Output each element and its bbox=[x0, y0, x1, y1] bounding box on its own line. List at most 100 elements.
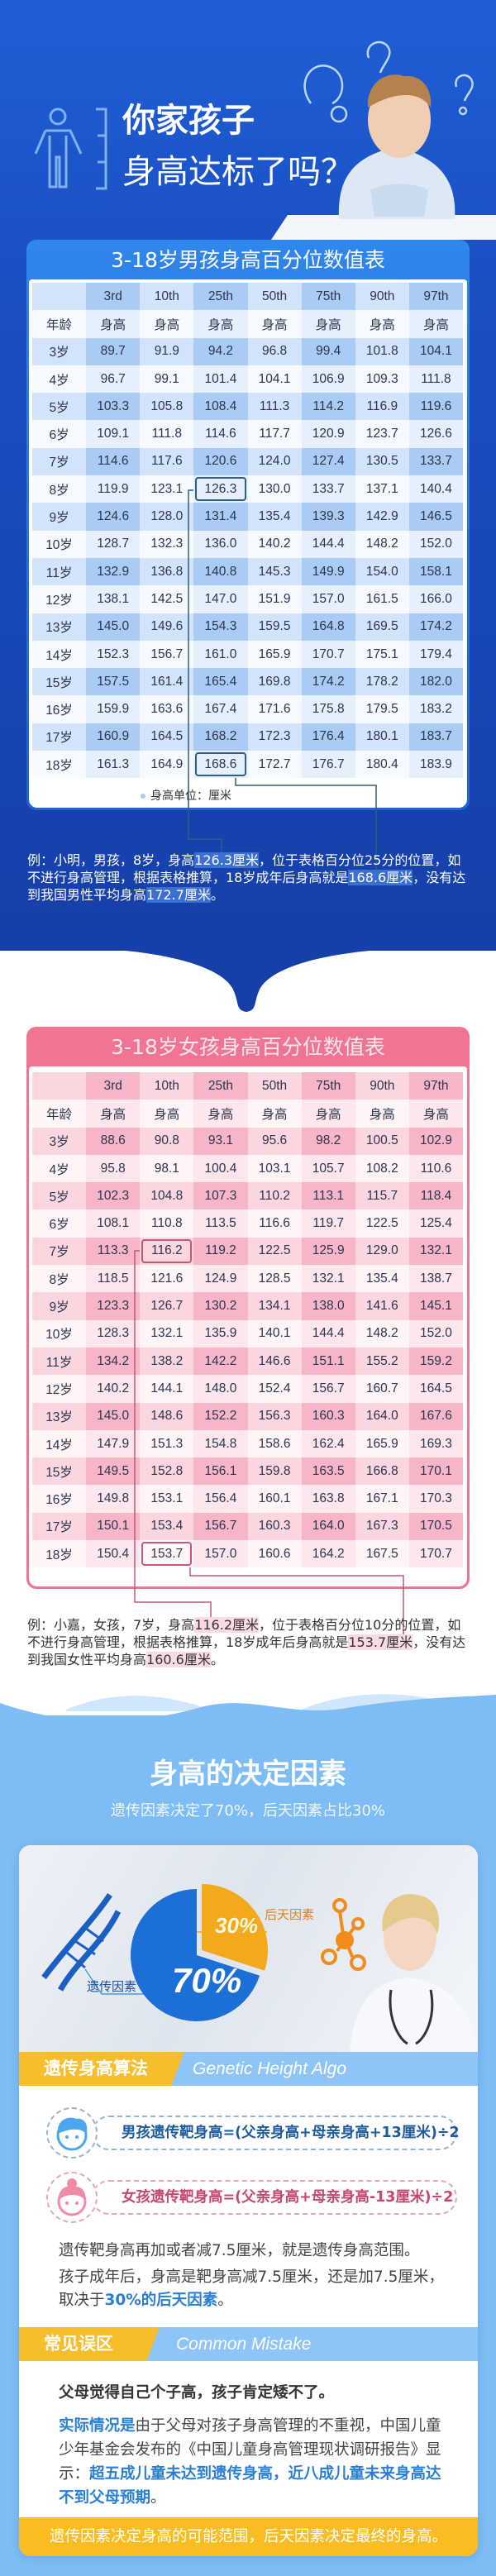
table-cell: 153.4 bbox=[140, 1512, 194, 1541]
table-cell: 133.7 bbox=[408, 447, 463, 476]
girl-formula: 女孩遗传靶身高=(父亲身高+母亲身高-13厘米)÷2 bbox=[92, 2180, 457, 2215]
table-cell: 142.2 bbox=[193, 1347, 248, 1376]
table-cell: 124.9 bbox=[193, 1265, 248, 1293]
table-cell: 135.4 bbox=[247, 503, 302, 531]
drip-shape bbox=[0, 909, 496, 1012]
highlighted-table-cell: 116.2 bbox=[140, 1237, 194, 1266]
table-cell: 164.5 bbox=[408, 1375, 463, 1403]
table-row: 11岁 132.9 136.8 140.8 145.3 149.9 154.0 158.1 bbox=[32, 557, 463, 586]
girl-avatar-icon bbox=[46, 2172, 98, 2223]
highlighted-value: 153.7厘米 bbox=[348, 1634, 413, 1650]
table-cell: 139.3 bbox=[301, 503, 355, 531]
table-cell: 身高 bbox=[408, 1100, 463, 1128]
age-cell: 7岁 bbox=[32, 1237, 87, 1266]
age-cell: 16岁 bbox=[32, 695, 87, 723]
table-cell: 175.8 bbox=[301, 695, 355, 723]
table-row: 14岁 147.9 151.3 154.8 158.6 162.4 165.9 169.3 bbox=[32, 1429, 463, 1458]
table-cell: 175.1 bbox=[355, 640, 409, 669]
table-cell: 120.6 bbox=[193, 447, 248, 476]
table-cell: 182.0 bbox=[408, 668, 463, 696]
percentile-header-row: 3rd 10th 25th 50th 75th 90th 97th bbox=[32, 283, 463, 311]
percentile-header-row: 3rd 10th 25th 50th 75th 90th 97th bbox=[32, 1072, 463, 1100]
table-cell: 119.6 bbox=[408, 393, 463, 421]
table-cell: 154.8 bbox=[193, 1429, 248, 1458]
table-cell: 169.8 bbox=[247, 668, 302, 696]
table-cell: 134.1 bbox=[247, 1292, 302, 1320]
highlighted-value: 168.6厘米 bbox=[348, 870, 413, 885]
table-cell: 141.6 bbox=[355, 1292, 409, 1320]
table-cell: 93.1 bbox=[193, 1127, 248, 1155]
table-cell: 142.5 bbox=[140, 585, 194, 613]
table-cell: 160.6 bbox=[247, 1540, 302, 1568]
table-cell: 104.1 bbox=[247, 365, 302, 394]
table-cell: 75th bbox=[301, 283, 355, 311]
age-cell: 13岁 bbox=[32, 613, 87, 641]
table-cell: 111.8 bbox=[408, 365, 463, 394]
table-cell: 107.3 bbox=[193, 1182, 248, 1210]
table-cell: 149.9 bbox=[301, 557, 355, 586]
table-cell: 113.3 bbox=[86, 1237, 141, 1266]
table-cell: 132.1 bbox=[140, 1319, 194, 1348]
table-cell: 164.2 bbox=[301, 1540, 355, 1568]
table-cell: 159.8 bbox=[247, 1457, 302, 1486]
age-cell bbox=[32, 1072, 87, 1100]
boys-example-text: 例：小明，男孩，8岁，身高126.3厘米，位于表格百分位25分的位置，如不进行身… bbox=[27, 852, 467, 904]
table-cell: 97th bbox=[408, 1072, 463, 1100]
height-label-row: 年龄 身高 身高 身高 身高 身高 身高 身高 bbox=[32, 310, 463, 338]
age-cell: 14岁 bbox=[32, 640, 87, 669]
table-row: 17岁 150.1 153.4 156.7 160.3 164.0 167.3 170.5 bbox=[32, 1512, 463, 1541]
table-cell: 117.7 bbox=[247, 420, 302, 448]
age-cell: 8岁 bbox=[32, 475, 87, 503]
table-cell: 183.7 bbox=[408, 723, 463, 751]
table-cell: 170.5 bbox=[408, 1512, 463, 1541]
table-row: 12岁 140.2 144.1 148.0 152.4 156.7 160.7 164.5 bbox=[32, 1375, 463, 1403]
table-cell: 152.8 bbox=[140, 1457, 194, 1486]
table-cell: 174.2 bbox=[301, 668, 355, 696]
table-cell: 146.5 bbox=[408, 503, 463, 531]
age-cell: 7岁 bbox=[32, 447, 87, 476]
table-cell: 148.2 bbox=[355, 1319, 409, 1348]
table-cell: 156.7 bbox=[140, 640, 194, 669]
table-cell: 164.0 bbox=[355, 1402, 409, 1430]
table-row: 8岁 119.9 123.1 126.3 130.0 133.7 137.1 140.4 bbox=[32, 475, 463, 503]
table-cell: 156.3 bbox=[247, 1402, 302, 1430]
table-row: 13岁 145.0 149.6 154.3 159.5 164.8 169.5 174.2 bbox=[32, 613, 463, 641]
genetic-label: 遗传因素 bbox=[87, 1979, 137, 1994]
table-cell: 164.5 bbox=[140, 723, 194, 751]
table-cell: 146.6 bbox=[247, 1347, 302, 1376]
table-cell: 128.7 bbox=[86, 530, 141, 558]
table-cell: 126.7 bbox=[140, 1292, 194, 1320]
age-cell: 9岁 bbox=[32, 1292, 87, 1320]
table-cell: 164.9 bbox=[140, 751, 194, 779]
table-cell: 132.3 bbox=[140, 530, 194, 558]
algorithm-header-bar: 遗传身高算法 Genetic Height Algo bbox=[19, 2052, 478, 2086]
girls-example-text: 例：小嘉，女孩，7岁，身高116.2厘米，位于表格百分位10分的位置，如不进行身… bbox=[27, 1616, 467, 1668]
table-cell: 167.3 bbox=[355, 1512, 409, 1541]
table-cell: 160.1 bbox=[247, 1485, 302, 1513]
table-cell: 180.4 bbox=[355, 751, 409, 779]
table-cell: 100.4 bbox=[193, 1154, 248, 1183]
table-cell: 158.6 bbox=[247, 1429, 302, 1458]
table-cell: 142.9 bbox=[355, 503, 409, 531]
table-cell: 身高 bbox=[140, 310, 194, 338]
table-cell: 167.6 bbox=[408, 1402, 463, 1430]
table-cell: 126.6 bbox=[408, 420, 463, 448]
table-cell: 183.2 bbox=[408, 695, 463, 723]
table-cell: 163.8 bbox=[301, 1485, 355, 1513]
table-cell: 158.1 bbox=[408, 557, 463, 586]
table-cell: 167.4 bbox=[193, 695, 248, 723]
table-cell: 161.3 bbox=[86, 751, 141, 779]
table-cell: 160.3 bbox=[301, 1402, 355, 1430]
table-row: 15岁 157.5 161.4 165.4 169.8 174.2 178.2 182.0 bbox=[32, 668, 463, 696]
algorithm-explanation: 遗传靶身高再加或者减7.5厘米，就是遗传身高范围。 孩子成年后，身高是靶身高减7… bbox=[59, 2242, 444, 2309]
table-cell: 10th bbox=[140, 283, 194, 311]
table-cell: 身高 bbox=[193, 1100, 248, 1128]
table-cell: 148.0 bbox=[193, 1375, 248, 1403]
table-cell: 132.1 bbox=[301, 1265, 355, 1293]
mistake-title-en: Common Mistake bbox=[176, 2335, 312, 2354]
table-cell: 163.6 bbox=[140, 695, 194, 723]
age-cell: 3岁 bbox=[32, 337, 87, 365]
table-cell: 152.0 bbox=[408, 1319, 463, 1348]
highlighted-value: 126.3厘米 bbox=[194, 852, 259, 868]
age-cell: 年龄 bbox=[32, 310, 87, 338]
